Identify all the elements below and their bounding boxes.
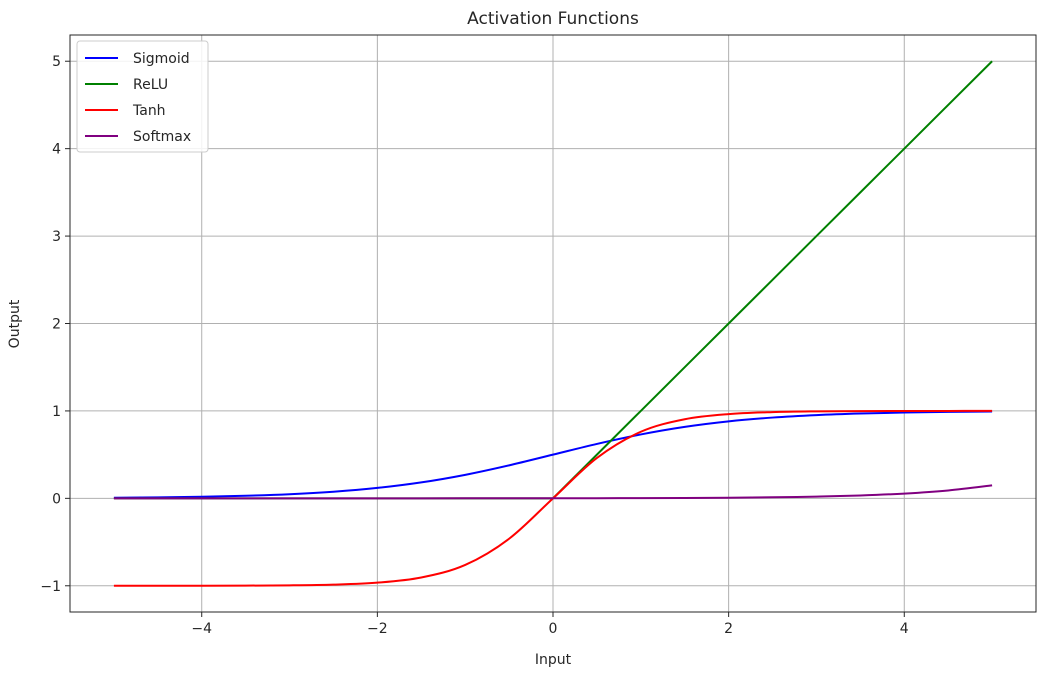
legend-items: Sigmoid ReLU Tanh Softmax — [85, 51, 191, 145]
series-lines — [113, 60, 993, 587]
x-tick-label: −4 — [191, 621, 212, 637]
legend-label: Softmax — [133, 129, 191, 145]
y-tick-label: −1 — [40, 579, 61, 595]
y-tick-label: 0 — [52, 491, 61, 507]
legend-item-sigmoid: Sigmoid — [85, 51, 190, 67]
legend-label: Sigmoid — [133, 51, 190, 67]
x-tick-label: 4 — [900, 621, 909, 637]
plot-area — [69, 34, 1037, 613]
y-axis-label: Output — [7, 299, 23, 348]
x-tick-label: 0 — [549, 621, 558, 637]
legend-label: Tanh — [132, 103, 166, 119]
legend-box — [76, 40, 209, 153]
legend-label: ReLU — [133, 77, 168, 93]
series-line-softmax — [113, 484, 993, 500]
y-axis-ticks: −1 0 1 2 3 4 5 — [40, 54, 70, 595]
x-axis-ticks: −4 −2 0 2 4 — [191, 612, 909, 637]
y-tick-label: 1 — [52, 404, 61, 420]
legend-item-softmax: Softmax — [85, 129, 191, 145]
x-tick-label: −2 — [367, 621, 388, 637]
legend-item-relu: ReLU — [85, 77, 168, 93]
x-axis-label: Input — [535, 652, 572, 668]
y-tick-label: 2 — [52, 317, 61, 333]
chart-title: Activation Functions — [467, 9, 639, 29]
x-tick-label: 2 — [724, 621, 733, 637]
y-tick-label: 4 — [52, 142, 61, 158]
legend-item-tanh: Tanh — [85, 103, 166, 119]
y-tick-label: 3 — [52, 229, 61, 245]
y-tick-label: 5 — [52, 54, 61, 70]
legend: Sigmoid ReLU Tanh Softmax — [76, 40, 209, 153]
series-line-sigmoid — [113, 410, 993, 499]
